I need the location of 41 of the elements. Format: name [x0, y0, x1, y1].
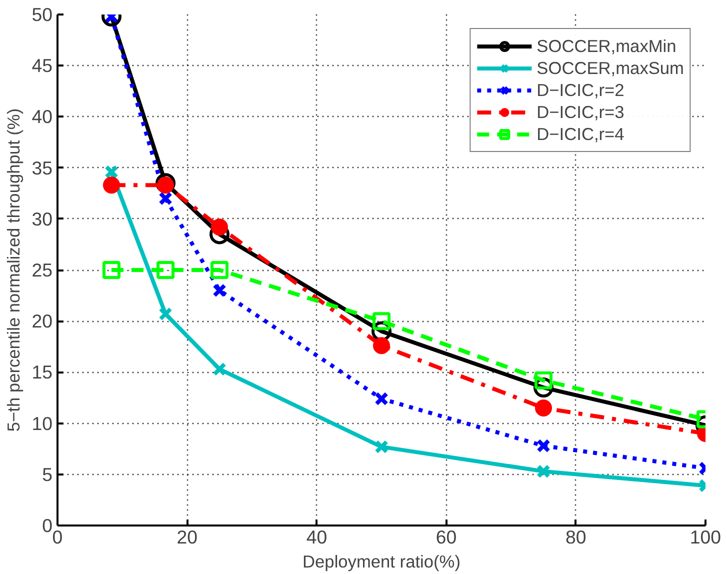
point — [211, 218, 228, 236]
y-tick-label: 50 — [32, 4, 53, 25]
x-axis-title: Deployment ratio(%) — [302, 552, 460, 572]
y-tick-label: 10 — [32, 412, 53, 434]
x-tick-label: 80 — [566, 526, 586, 548]
legend-label: D−ICIC,r=4 — [536, 123, 624, 145]
y-tick-label: 20 — [32, 310, 53, 332]
point — [374, 440, 388, 454]
legend-label: SOCCER,maxSum — [536, 57, 684, 79]
point — [158, 192, 172, 206]
y-tick-label: 30 — [32, 208, 53, 230]
point — [373, 337, 390, 354]
point — [374, 392, 388, 406]
legend-label: D−ICIC,r=2 — [536, 79, 624, 101]
legend-label: SOCCER,maxMin — [536, 35, 676, 57]
legend-label: D−ICIC,r=3 — [536, 101, 624, 123]
point — [535, 399, 552, 416]
point — [536, 464, 550, 478]
point — [158, 306, 172, 321]
point — [104, 164, 118, 179]
x-tick-label: 20 — [176, 526, 198, 548]
point — [212, 283, 226, 298]
point — [212, 362, 226, 376]
point — [536, 438, 550, 453]
point — [157, 176, 174, 194]
y-tick-label: 15 — [32, 362, 53, 383]
y-tick-label: 40 — [32, 106, 53, 128]
y-tick-label: 35 — [32, 157, 53, 178]
y-axis-title: 5−th percentile normalized throughput (%) — [4, 108, 24, 432]
y-tick-label: 5 — [42, 464, 53, 485]
point — [102, 261, 120, 279]
point — [156, 261, 175, 279]
point — [102, 176, 120, 194]
x-tick-label: 100 — [690, 526, 722, 548]
x-tick-label: 60 — [436, 526, 457, 548]
y-tick-label: 45 — [32, 55, 53, 76]
point — [534, 371, 552, 390]
x-tick-label: 40 — [306, 526, 328, 548]
point — [210, 261, 228, 279]
y-tick-label: 25 — [32, 260, 53, 280]
point — [372, 312, 390, 330]
